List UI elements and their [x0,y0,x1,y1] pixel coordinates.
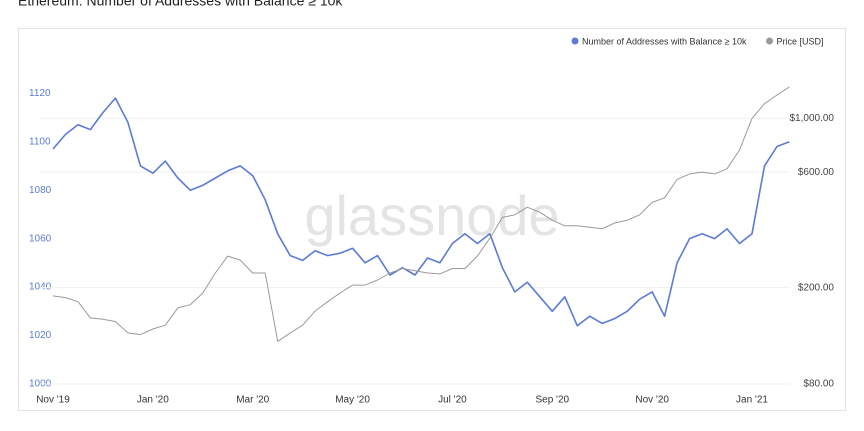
watermark: glassnode [304,184,559,247]
x-tick-label: Nov '19 [36,395,70,406]
y2-tick-label: $80.00 [803,379,834,390]
y-tick-label: 1080 [29,185,52,196]
series-line [52,97,790,327]
y-tick-label: 1100 [29,136,51,147]
series-line [52,86,790,342]
x-tick-label: Nov '20 [635,395,669,406]
y2-tick-label: $1,000.00 [790,113,835,124]
y2-tick-label: $600.00 [798,167,835,178]
y-tick-label: 1120 [29,88,51,99]
x-tick-label: Mar '20 [236,395,269,406]
x-tick-label: Jan '20 [137,395,169,406]
x-tick-label: Sep '20 [535,395,569,406]
x-tick-label: Jan '21 [736,395,768,406]
legend-marker [766,37,774,45]
legend-label: Price [USD] [777,36,824,46]
chart-frame [18,28,846,411]
legend-label: Number of Addresses with Balance ≥ 10k [582,36,747,46]
y2-tick-label: $200.00 [798,282,835,293]
y-tick-label: 1060 [29,233,52,244]
x-tick-label: May '20 [335,395,370,406]
legend-marker [571,37,579,45]
y-tick-label: 1020 [29,330,52,341]
x-tick-label: Jul '20 [438,395,467,406]
chart-title: Ethereum: Number of Addresses with Balan… [18,0,343,9]
